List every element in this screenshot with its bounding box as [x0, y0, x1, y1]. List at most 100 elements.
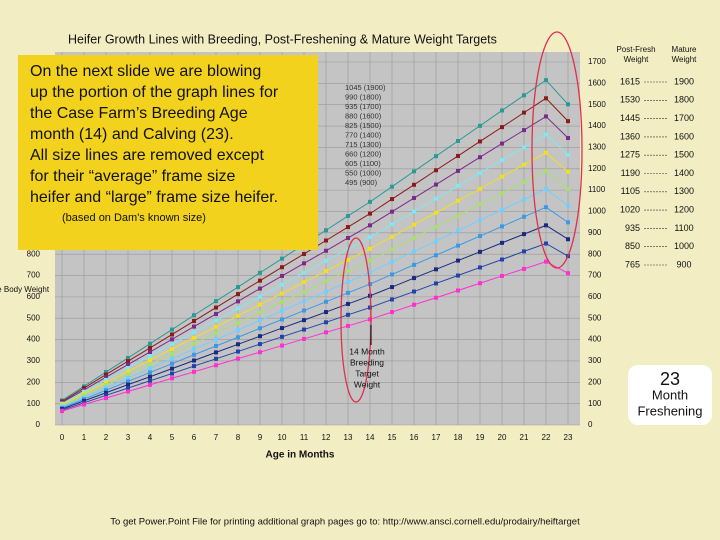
freshening-note: Month	[652, 387, 688, 402]
point	[192, 358, 196, 363]
y-tick-label: 400	[27, 335, 41, 344]
point	[522, 128, 526, 133]
y-tick-label: 500	[27, 313, 41, 322]
point	[500, 125, 504, 130]
callout-line: heifer and “large” frame size heifer.	[30, 189, 278, 206]
legend-entry: 825 (1500)	[345, 121, 382, 130]
point	[104, 377, 108, 382]
point	[214, 363, 218, 368]
breeding-note: Target	[355, 368, 379, 378]
point	[368, 246, 372, 251]
x-tick-label: 10	[278, 433, 287, 442]
y-tick-label: 600	[27, 292, 41, 301]
point	[258, 302, 262, 307]
chart-title: Heifer Growth Lines with Breeding, Post-…	[68, 32, 497, 46]
y2-tick-label: 400	[588, 335, 602, 344]
point	[566, 119, 570, 124]
y2-tick-label: 700	[588, 271, 602, 280]
x-tick-label: 6	[192, 433, 197, 442]
point	[280, 343, 284, 348]
point	[236, 349, 240, 354]
point	[302, 261, 306, 266]
point	[104, 372, 108, 377]
table-header: Post-Fresh	[616, 45, 655, 54]
breeding-highlight	[340, 237, 372, 403]
point	[192, 369, 196, 374]
point	[302, 270, 306, 275]
post-fresh-weight: 935	[625, 223, 640, 233]
post-fresh-weight: 1020	[620, 204, 640, 214]
legend-entry: 715 (1300)	[345, 140, 382, 149]
table-header: Weight	[624, 55, 650, 64]
point	[456, 258, 460, 263]
point	[412, 209, 416, 214]
point	[522, 180, 526, 185]
point	[214, 318, 218, 323]
breeding-note: Breeding	[350, 357, 384, 367]
series-line	[61, 133, 569, 405]
point	[148, 366, 152, 371]
point	[566, 186, 570, 191]
point	[214, 356, 218, 361]
series-line	[61, 170, 569, 407]
point	[456, 198, 460, 203]
point	[126, 359, 130, 364]
table-header: Mature	[672, 45, 697, 54]
point	[104, 390, 108, 395]
point	[566, 136, 570, 141]
post-fresh-weight: 1275	[620, 150, 640, 160]
freshening-note: 23	[660, 369, 680, 389]
point	[434, 239, 438, 244]
x-tick-label: 14	[366, 433, 375, 442]
point	[368, 258, 372, 263]
y2-tick-label: 200	[588, 377, 602, 386]
point	[170, 327, 174, 332]
point	[170, 356, 174, 361]
point	[412, 289, 416, 294]
x-tick-label: 22	[542, 433, 551, 442]
point	[500, 257, 504, 262]
point	[214, 331, 218, 336]
point	[236, 285, 240, 290]
post-fresh-weight: 1360	[620, 131, 640, 141]
point	[236, 292, 240, 297]
point	[390, 272, 394, 277]
point	[544, 150, 548, 155]
point	[346, 257, 350, 262]
point	[456, 213, 460, 218]
point	[390, 297, 394, 302]
point	[478, 234, 482, 239]
point	[368, 235, 372, 240]
x-tick-label: 12	[322, 433, 331, 442]
y-tick-label: 300	[27, 356, 41, 365]
y-axis-label: Live Body Weight	[0, 285, 50, 294]
point	[566, 220, 570, 225]
point	[258, 278, 262, 283]
point	[236, 342, 240, 347]
point	[346, 279, 350, 284]
point	[148, 378, 152, 383]
point	[192, 341, 196, 346]
point	[346, 290, 350, 295]
legend-entry: 880 (1600)	[345, 111, 382, 120]
point	[434, 267, 438, 272]
point	[544, 96, 548, 101]
point	[302, 280, 306, 285]
point	[324, 320, 328, 325]
point	[478, 123, 482, 128]
point	[566, 237, 570, 242]
mature-weight: 1500	[674, 150, 694, 160]
point	[456, 183, 460, 188]
point	[192, 330, 196, 335]
point	[368, 305, 372, 310]
point	[236, 327, 240, 332]
point	[148, 349, 152, 354]
point	[126, 386, 130, 391]
callout-note: (based on Dam's known size)	[62, 212, 206, 224]
point	[434, 196, 438, 201]
point	[456, 168, 460, 173]
x-tick-label: 23	[564, 433, 573, 442]
point	[302, 336, 306, 341]
mature-weight: 1700	[674, 113, 694, 123]
